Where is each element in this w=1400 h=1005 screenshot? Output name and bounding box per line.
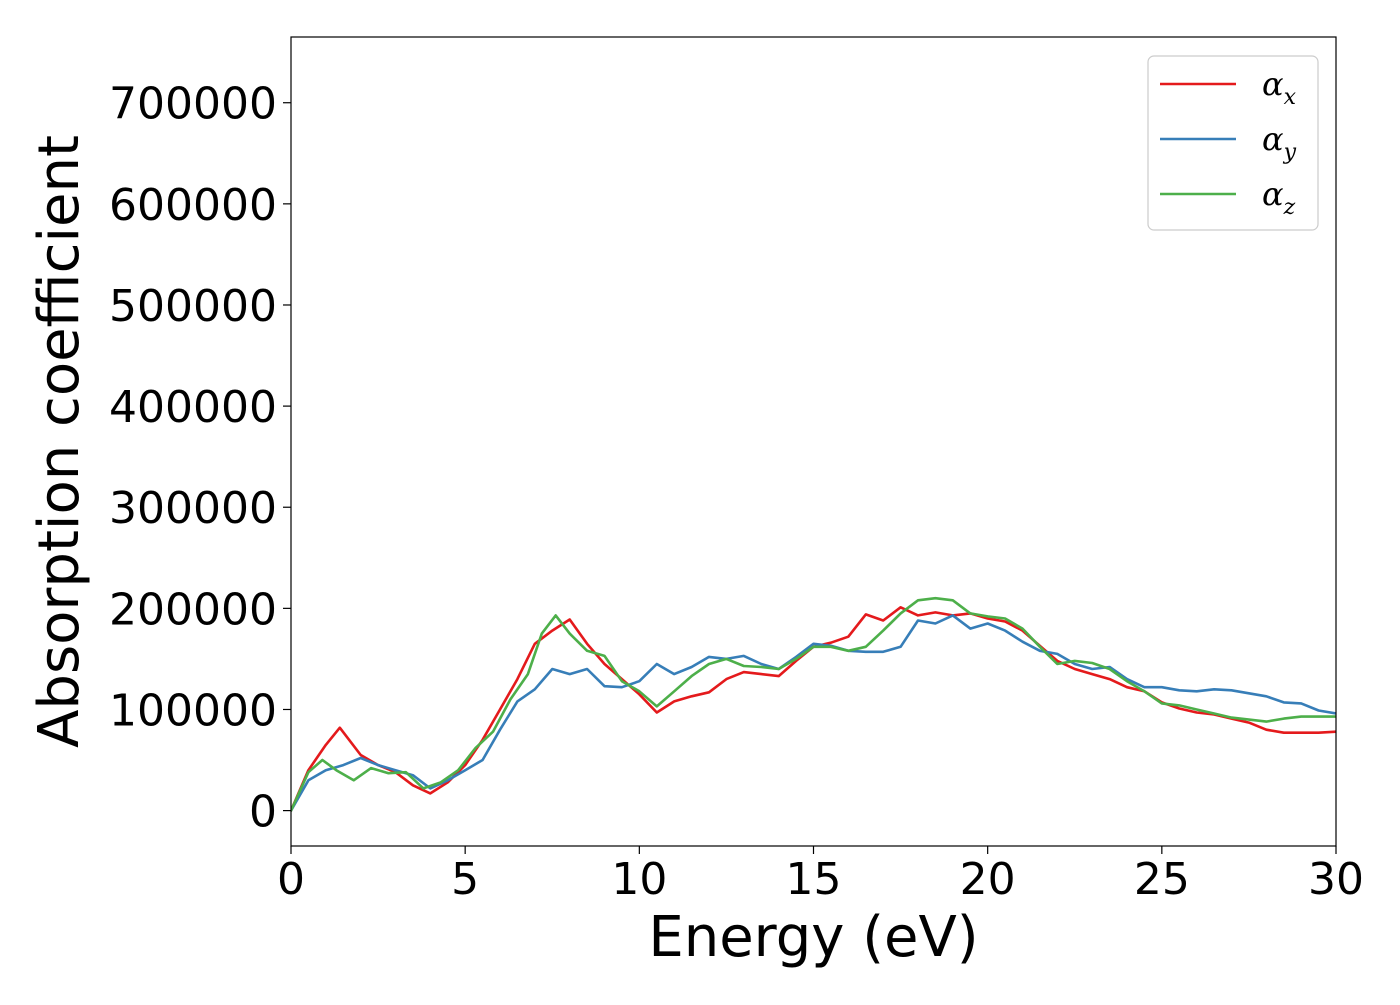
x-tick-label: 25 bbox=[1134, 854, 1190, 905]
y-tick-label: 500000 bbox=[109, 281, 277, 332]
x-tick-label: 20 bbox=[960, 854, 1016, 905]
y-tick-label: 300000 bbox=[109, 483, 277, 534]
legend: αx αy αz bbox=[1147, 55, 1319, 231]
y-tick-label: 700000 bbox=[109, 79, 277, 130]
legend-label-y: αy bbox=[1262, 120, 1297, 165]
x-tick-label: 30 bbox=[1308, 854, 1364, 905]
series-group bbox=[291, 596, 1336, 812]
x-tick-label: 5 bbox=[451, 854, 479, 905]
y-tick-label: 600000 bbox=[109, 180, 277, 231]
x-axis: 0 5 10 15 20 25 30 bbox=[277, 846, 1364, 905]
series-line-z bbox=[291, 596, 1336, 812]
y-tick-label: 0 bbox=[249, 787, 277, 838]
y-axis-title: Absorption coefficient bbox=[27, 135, 92, 748]
legend-box bbox=[1147, 55, 1319, 231]
x-tick-label: 0 bbox=[277, 854, 305, 905]
x-tick-label: 10 bbox=[611, 854, 667, 905]
y-axis: 0 100000 200000 300000 400000 500000 600000 700… bbox=[109, 79, 291, 838]
y-tick-label: 200000 bbox=[109, 584, 277, 635]
legend-label-x: αx bbox=[1262, 65, 1297, 110]
y-tick-label: 100000 bbox=[109, 685, 277, 736]
x-axis-title: Energy (eV) bbox=[648, 905, 978, 970]
y-tick-label: 400000 bbox=[109, 382, 277, 433]
legend-label-z: αz bbox=[1262, 175, 1296, 220]
series-line-y bbox=[291, 614, 1336, 812]
x-tick-label: 15 bbox=[786, 854, 842, 905]
